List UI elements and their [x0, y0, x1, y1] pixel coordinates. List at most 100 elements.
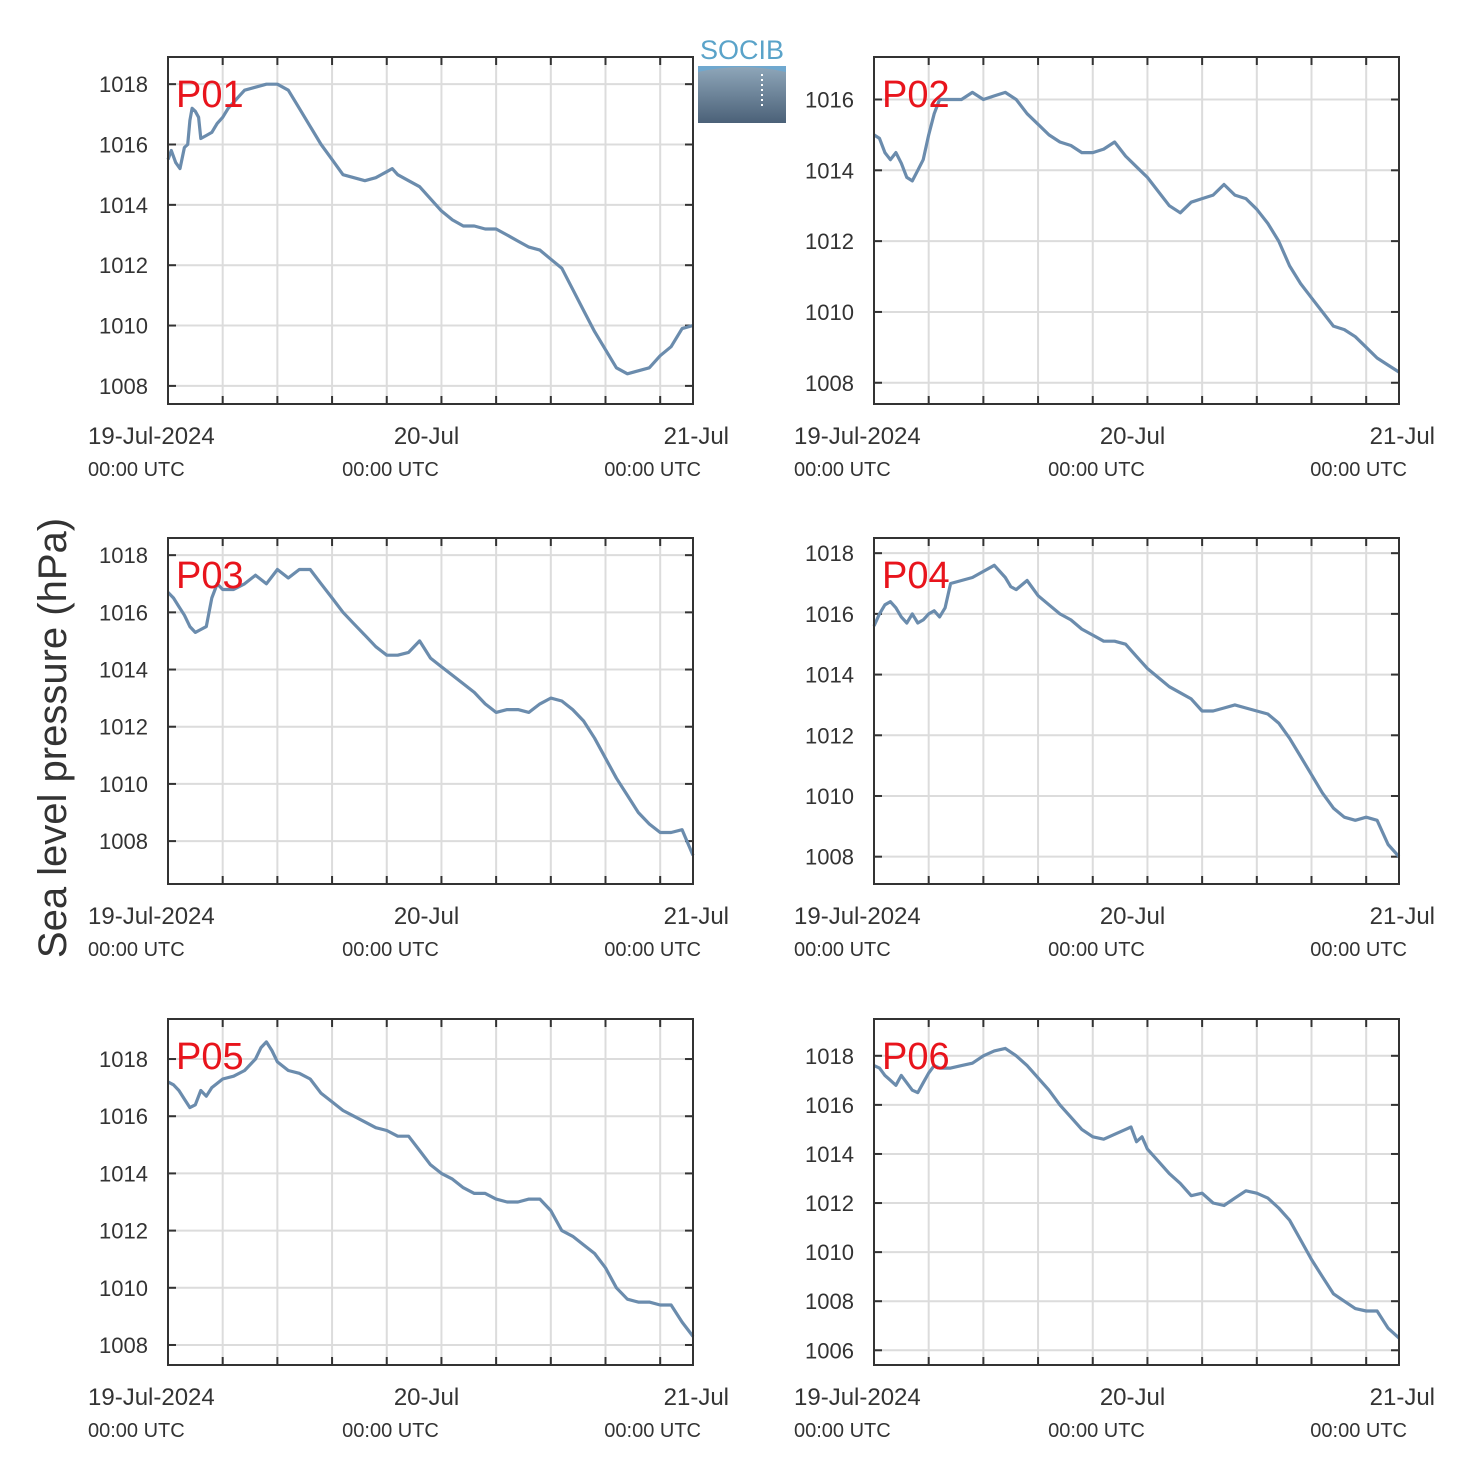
x-tick-label-time: 00:00 UTC [604, 459, 701, 481]
y-tick-label: 1008 [805, 1289, 854, 1314]
x-tick-label-time: 00:00 UTC [794, 939, 891, 961]
pressure-series-line [872, 563, 1401, 858]
y-tick-label: 1010 [99, 1276, 148, 1301]
y-tick-label: 1008 [805, 845, 854, 870]
y-tick-label: 1014 [99, 658, 148, 683]
x-tick-label-time: 00:00 UTC [88, 939, 185, 961]
panel-p05: 1008 1010 1012 1014 1016 1018 19-Jul-2024 00:00… [88, 1018, 729, 1442]
x-tick-label-time: 00:00 UTC [1310, 459, 1407, 481]
y-tick-label: 1010 [805, 1240, 854, 1265]
panel-label: P02 [882, 74, 950, 116]
panel-p04: 1008 1010 1012 1014 1016 1018 19-Jul-2024 00:00… [794, 537, 1435, 961]
panel-label: P05 [176, 1036, 244, 1078]
x-tick-label-date: 19-Jul-2024 [794, 903, 921, 930]
panel-label: P01 [176, 74, 244, 116]
x-tick-label-date: 20-Jul [1100, 1384, 1165, 1411]
plot-frame [873, 1018, 1400, 1366]
x-tick-label-time: 00:00 UTC [1048, 1420, 1145, 1442]
x-tick-label-date: 21-Jul [1370, 423, 1435, 450]
y-tick-label: 1018 [99, 543, 148, 568]
x-tick-label-date: 20-Jul [394, 903, 459, 930]
y-tick-label: 1018 [99, 1047, 148, 1072]
x-tick-label-date: 20-Jul [394, 1384, 459, 1411]
x-tick-label-time: 00:00 UTC [794, 459, 891, 481]
x-tick-label-time: 00:00 UTC [1048, 939, 1145, 961]
x-tick-label-date: 19-Jul-2024 [88, 1384, 215, 1411]
x-tick-label-date: 20-Jul [1100, 903, 1165, 930]
y-tick-label: 1014 [99, 1161, 148, 1186]
x-tick-label-time: 00:00 UTC [342, 1420, 439, 1442]
y-tick-label: 1014 [805, 663, 854, 688]
y-tick-label: 1018 [805, 1044, 854, 1069]
socib-logo: SOCIB [698, 35, 786, 123]
y-tick-label: 1008 [99, 374, 148, 399]
panel-p03: 1008 1010 1012 1014 1016 1018 19-Jul-2024 00:00… [88, 537, 729, 961]
panel-label: P03 [176, 555, 244, 597]
y-axis-label: Sea level pressure (hPa) [31, 518, 75, 958]
panel-p06: 1006 1008 1010 1012 1014 1016 1018 19-Jul-2024 0… [794, 1018, 1435, 1442]
y-tick-label: 1016 [99, 1104, 148, 1129]
y-tick-label: 1016 [805, 87, 854, 112]
y-tick-label: 1010 [99, 314, 148, 339]
y-tick-label: 1014 [805, 1142, 854, 1167]
x-tick-label-time: 00:00 UTC [604, 939, 701, 961]
pressure-series-line [166, 567, 695, 857]
panel-p01: 1008 1010 1012 1014 1016 1018 19-Jul-2024 00:00… [88, 56, 729, 481]
y-tick-label: 1016 [99, 600, 148, 625]
x-tick-label-time: 00:00 UTC [1310, 1420, 1407, 1442]
plot-frame [167, 56, 694, 405]
x-tick-label-date: 21-Jul [664, 423, 729, 450]
y-tick-label: 1010 [805, 300, 854, 325]
pressure-series-line [166, 82, 694, 376]
socib-logo-text: SOCIB [700, 35, 784, 65]
y-tick-label: 1018 [99, 72, 148, 97]
x-tick-label-time: 00:00 UTC [604, 1420, 701, 1442]
x-tick-label-date: 19-Jul-2024 [88, 903, 215, 930]
x-tick-label-date: 21-Jul [664, 903, 729, 930]
x-tick-label-date: 19-Jul-2024 [88, 423, 215, 450]
y-tick-label: 1012 [99, 715, 148, 740]
y-tick-label: 1012 [805, 1191, 854, 1216]
pressure-series-line [167, 1040, 695, 1338]
x-tick-label-date: 21-Jul [1370, 1384, 1435, 1411]
y-tick-label: 1010 [805, 784, 854, 809]
plot-frame [873, 56, 1400, 405]
y-tick-label: 1012 [805, 229, 854, 254]
y-tick-label: 1012 [805, 723, 854, 748]
x-tick-label-time: 00:00 UTC [342, 459, 439, 481]
pressure-series-line [873, 1046, 1401, 1340]
plot-frame [873, 537, 1400, 885]
y-tick-label: 1008 [805, 371, 854, 396]
y-tick-label: 1016 [99, 133, 148, 158]
plot-frame [167, 537, 694, 885]
y-tick-label: 1014 [99, 193, 148, 218]
y-tick-label: 1016 [805, 602, 854, 627]
x-tick-label-time: 00:00 UTC [1310, 939, 1407, 961]
y-tick-label: 1012 [99, 1219, 148, 1244]
x-tick-label-date: 21-Jul [664, 1384, 729, 1411]
y-tick-label: 1016 [805, 1093, 854, 1118]
y-tick-label: 1012 [99, 253, 148, 278]
socib-logo-wave [698, 66, 786, 72]
x-tick-label-time: 00:00 UTC [88, 1420, 185, 1442]
y-tick-label: 1008 [99, 829, 148, 854]
y-tick-label: 1014 [805, 158, 854, 183]
x-tick-label-date: 21-Jul [1370, 903, 1435, 930]
y-tick-label: 1018 [805, 541, 854, 566]
socib-logo-mark [698, 66, 786, 123]
x-tick-label-date: 19-Jul-2024 [794, 1384, 921, 1411]
x-tick-label-time: 00:00 UTC [342, 939, 439, 961]
y-tick-label: 1008 [99, 1333, 148, 1358]
y-tick-label: 1006 [805, 1338, 854, 1363]
panel-p02: 1008 1010 1012 1014 1016 19-Jul-2024 00:00 UTC… [794, 56, 1435, 481]
panel-label: P06 [882, 1036, 950, 1078]
x-tick-label-date: 19-Jul-2024 [794, 423, 921, 450]
panels: 1008 1010 1012 1014 1016 1018 19-Jul-2024 00:00… [88, 56, 1435, 1442]
pressure-series-line [873, 90, 1400, 374]
x-tick-label-date: 20-Jul [1100, 423, 1165, 450]
y-tick-label: 1010 [99, 772, 148, 797]
plot-frame [167, 1018, 694, 1366]
x-tick-label-date: 20-Jul [394, 423, 459, 450]
